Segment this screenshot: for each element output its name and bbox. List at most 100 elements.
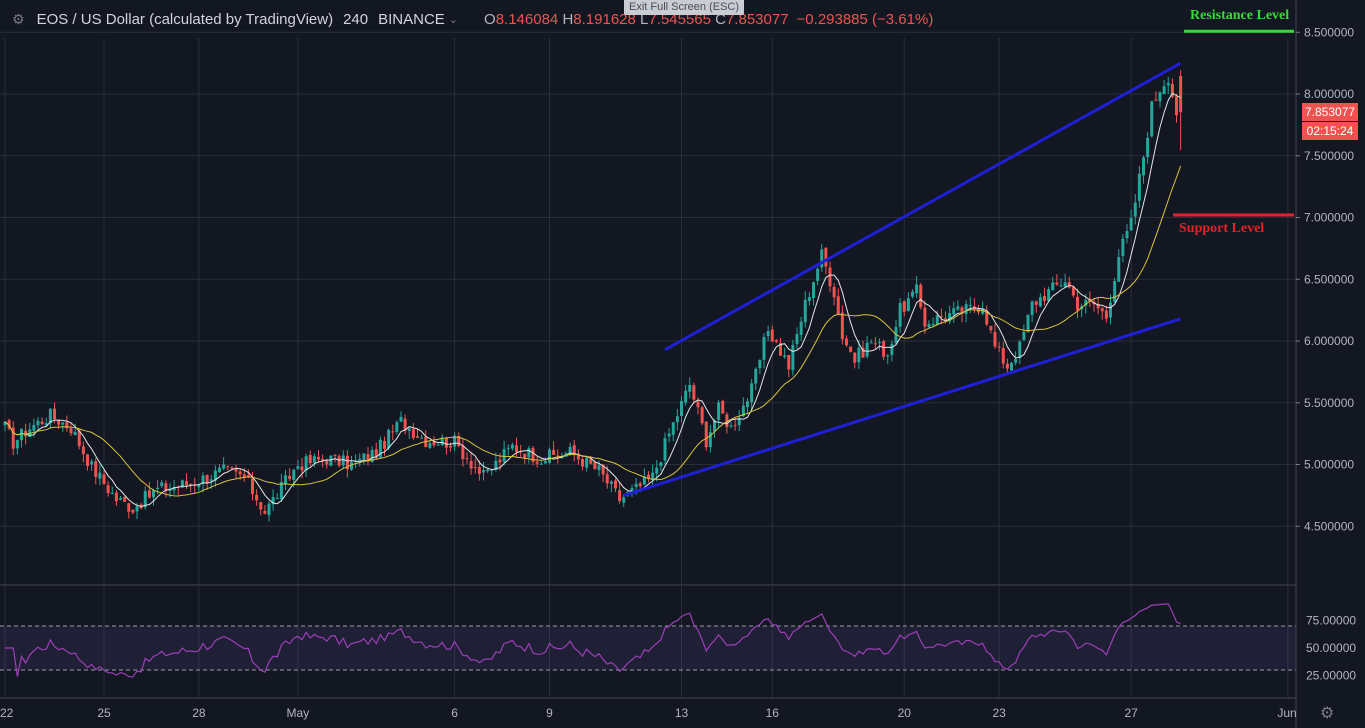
candle-body xyxy=(857,347,861,363)
candle-body xyxy=(469,460,473,469)
candle-body xyxy=(275,498,279,500)
candle-body xyxy=(234,468,238,472)
candle-body xyxy=(1121,238,1125,256)
candle-body xyxy=(717,402,721,420)
candle-body xyxy=(1014,359,1018,363)
candle-body xyxy=(366,454,370,462)
candle-body xyxy=(403,418,407,431)
candle-body xyxy=(213,470,217,481)
candle-body xyxy=(803,299,807,323)
candle-body xyxy=(123,496,127,502)
candle-body xyxy=(271,496,275,505)
open-key: O xyxy=(484,10,496,28)
candle-body xyxy=(189,483,193,485)
candle-body xyxy=(931,324,935,326)
candle-body xyxy=(135,506,139,512)
time-tick-label: May xyxy=(287,706,310,720)
candle-body xyxy=(296,466,300,469)
chart-settings-icon[interactable]: ⚙ xyxy=(1320,705,1335,722)
candle-body xyxy=(15,440,19,449)
candle-body xyxy=(48,408,52,424)
open-value: 8.146084 xyxy=(495,10,559,28)
candle-body xyxy=(758,360,762,369)
candle-body xyxy=(279,481,283,499)
candle-body xyxy=(845,338,848,346)
candle-body xyxy=(506,447,510,449)
candle-body xyxy=(902,301,906,312)
candle-body xyxy=(729,425,733,427)
candle-body xyxy=(1104,310,1108,319)
candles xyxy=(3,70,1183,522)
channel-trendline xyxy=(664,61,1182,351)
rsi-band-fill xyxy=(0,626,1296,670)
candle-body xyxy=(849,346,853,352)
candle-body xyxy=(61,422,65,425)
candle-body xyxy=(1043,295,1046,301)
candle-body xyxy=(180,480,184,488)
candle-body xyxy=(622,497,626,503)
candle-body xyxy=(226,466,230,468)
candle-body xyxy=(1170,83,1174,97)
candle-body xyxy=(420,437,424,439)
candle-body xyxy=(461,445,465,460)
chevron-down-icon[interactable]: ⌄ xyxy=(448,13,459,26)
candle-body xyxy=(614,480,617,489)
candle-body xyxy=(527,448,531,458)
candle-body xyxy=(73,432,77,436)
candle-body xyxy=(230,467,234,469)
candle-body xyxy=(1030,301,1034,315)
candle-body xyxy=(828,267,832,287)
candle-body xyxy=(1076,296,1079,311)
candle-body xyxy=(407,428,411,431)
symbol-title[interactable]: EOS / US Dollar (calculated by TradingVi… xyxy=(36,10,334,28)
candle-body xyxy=(317,456,320,460)
candle-body xyxy=(1125,230,1129,239)
candle-body xyxy=(721,400,725,414)
price-tick-label: 4.500000 xyxy=(1304,519,1354,533)
candle-body xyxy=(1055,282,1059,285)
candle-body xyxy=(11,427,15,449)
last-price-tag: 7.853077 xyxy=(1302,103,1358,121)
candle-body xyxy=(692,385,696,400)
candle-body xyxy=(143,491,147,508)
candle-body xyxy=(65,422,69,429)
low-key: L xyxy=(640,10,649,28)
candle-body xyxy=(816,268,820,281)
interval-label[interactable]: 240 xyxy=(343,10,369,28)
candle-body xyxy=(618,490,622,502)
candle-body xyxy=(362,453,366,459)
candle-body xyxy=(251,478,254,495)
candle-body xyxy=(1179,75,1183,113)
candle-body xyxy=(1063,282,1067,288)
candle-body xyxy=(935,315,939,325)
candle-body xyxy=(634,483,638,487)
candle-body xyxy=(1100,308,1104,312)
candle-body xyxy=(939,316,943,318)
candle-body xyxy=(989,325,993,331)
candle-body xyxy=(964,304,968,314)
rsi-panel xyxy=(0,584,1296,678)
settings-icon[interactable]: ⚙ xyxy=(12,10,25,27)
candle-body xyxy=(630,488,634,492)
candle-body xyxy=(494,460,498,471)
candle-body xyxy=(647,474,650,479)
close-key: C xyxy=(715,10,726,28)
candle-body xyxy=(1137,173,1141,201)
time-tick-label: 22 xyxy=(0,706,14,720)
candle-body xyxy=(552,449,556,455)
candle-body xyxy=(898,302,902,327)
candle-body xyxy=(762,336,766,360)
candle-body xyxy=(110,492,114,494)
candle-body xyxy=(449,445,452,448)
candle-body xyxy=(981,308,985,314)
candle-body xyxy=(172,486,176,491)
candle-body xyxy=(44,423,48,426)
rsi-tick-label: 25.00000 xyxy=(1306,669,1356,683)
candle-body xyxy=(374,449,378,458)
candle-body xyxy=(3,421,7,426)
candle-body xyxy=(882,341,886,357)
exit-fullscreen-tooltip[interactable]: Exit Full Screen (ESC) xyxy=(624,0,744,15)
candle-body xyxy=(1158,92,1162,102)
candle-body xyxy=(432,441,436,446)
